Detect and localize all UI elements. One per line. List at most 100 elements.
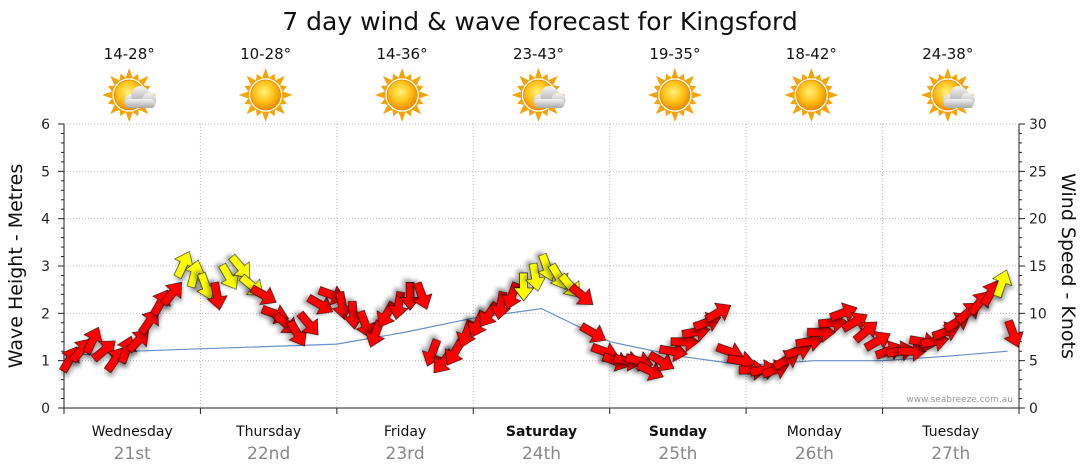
- wind-arrow: [228, 253, 251, 279]
- wind-arrow: [829, 302, 858, 323]
- day-name-label: Saturday: [506, 424, 577, 440]
- sun-ray: [684, 75, 695, 86]
- sun-ray: [138, 75, 149, 86]
- sun-ray: [415, 85, 424, 93]
- wind-arrow: [852, 321, 878, 344]
- wind-arrow-shape: [704, 302, 732, 324]
- sun-ray: [928, 75, 939, 86]
- sun-ray: [784, 91, 795, 99]
- y-right-tick-label: 10: [1029, 306, 1047, 322]
- sun-ray: [926, 85, 934, 93]
- sun-ray: [519, 75, 530, 86]
- sun-ray: [274, 75, 285, 86]
- sun-ray: [825, 97, 833, 105]
- sun-ray: [418, 91, 430, 99]
- wind-arrow: [249, 284, 277, 305]
- wind-arrow-shape: [90, 340, 116, 363]
- y-left-tick-label: 5: [41, 164, 50, 180]
- sun-ray: [392, 108, 400, 117]
- sun-ray: [541, 73, 549, 82]
- sun-ray: [671, 68, 679, 79]
- day-date-label: 21st: [114, 444, 151, 464]
- sun-ray: [102, 91, 113, 99]
- sun-ray: [665, 108, 673, 117]
- sun-ray: [279, 97, 287, 105]
- sun-ray: [132, 73, 139, 82]
- sun-ray: [790, 85, 798, 93]
- day-temp-range: 18-42°: [786, 45, 837, 63]
- wind-arrow-shape: [635, 361, 664, 381]
- sun-ray: [790, 97, 798, 105]
- sun-ray: [119, 73, 127, 82]
- day-name-label: Wednesday: [92, 424, 173, 440]
- wind-arrow: [125, 330, 149, 354]
- sun-icon: [375, 68, 430, 122]
- sun-ray: [125, 68, 133, 79]
- day-date-label: 25th: [658, 444, 697, 464]
- sun-ray: [398, 111, 406, 122]
- sun-ray: [375, 91, 386, 99]
- sun-ray: [827, 91, 839, 99]
- day-temp-range: 19-35°: [649, 45, 700, 63]
- sun-ray: [655, 104, 666, 115]
- y-right-tick-label: 25: [1029, 164, 1047, 180]
- wind-arrow-shape: [125, 330, 149, 354]
- sun-ray: [534, 68, 543, 79]
- wind-arrow: [355, 309, 376, 339]
- y-left-tick-label: 4: [41, 212, 50, 228]
- sun-ray: [926, 97, 934, 105]
- wind-speed-series: [59, 251, 1024, 381]
- sun-ray: [261, 111, 270, 122]
- sun-ray: [107, 85, 116, 93]
- sun-ray: [119, 108, 127, 117]
- y-left-tick-label: 2: [41, 306, 50, 322]
- sun-ray: [246, 75, 257, 86]
- day-temp-range: 14-28°: [104, 45, 155, 63]
- wind-arrow: [206, 281, 228, 311]
- sun-ray: [244, 85, 252, 93]
- sun-ray: [110, 75, 121, 86]
- wind-arrow: [306, 293, 334, 315]
- y-right-tick-label: 5: [1029, 354, 1038, 370]
- sun-ray: [677, 108, 685, 117]
- sun-ray: [814, 73, 822, 82]
- sun-ray: [684, 104, 695, 115]
- day-date-label: 22nd: [247, 444, 290, 464]
- day-date-label: 23rd: [386, 444, 425, 464]
- day-temp-range: 14-36°: [377, 45, 428, 63]
- sun-cloud-icon: [920, 68, 975, 122]
- sun-ray: [655, 75, 666, 86]
- wind-arrow: [704, 302, 732, 324]
- weather-row: 14-28° 10-28° 14-36° 23-43° 19-35° 18-42° 24-3…: [102, 45, 975, 122]
- sun-ray: [415, 97, 424, 105]
- sun-ray: [944, 111, 952, 122]
- wind-arrow-shape: [228, 253, 251, 279]
- sun-ray: [255, 108, 263, 117]
- day-temp-range: 10-28°: [240, 45, 291, 63]
- y-right-tick-label: 30: [1029, 117, 1047, 133]
- day-name-label: Sunday: [649, 424, 707, 440]
- sun-ray: [961, 85, 970, 93]
- sun-ray: [801, 73, 809, 82]
- sun-ray: [938, 73, 945, 82]
- sun-ray: [820, 104, 831, 115]
- chart-title: 7 day wind & wave forecast for Kingsford: [282, 7, 797, 36]
- wind-arrow-shape: [852, 321, 878, 344]
- day-date-label: 26th: [795, 444, 834, 464]
- sun-ray: [411, 104, 422, 115]
- cloud: [533, 86, 566, 108]
- sun-ray: [143, 85, 151, 93]
- sun-cloud-icon: [102, 68, 157, 122]
- y-left-tick-label: 3: [41, 259, 50, 275]
- sun-icon: [647, 68, 702, 122]
- y-left-tick-label: 6: [41, 117, 50, 133]
- wind-arrow-shape: [306, 293, 334, 315]
- wind-arrow-shape: [355, 309, 376, 339]
- y-axis-right-label: Wind Speed - Knots: [1057, 173, 1079, 359]
- sun-ray: [950, 73, 958, 82]
- sun-ray: [688, 85, 697, 93]
- sun-ray: [691, 91, 702, 99]
- sun-ray: [807, 68, 816, 79]
- sun-ray: [404, 108, 412, 117]
- sun-rays: [375, 68, 430, 122]
